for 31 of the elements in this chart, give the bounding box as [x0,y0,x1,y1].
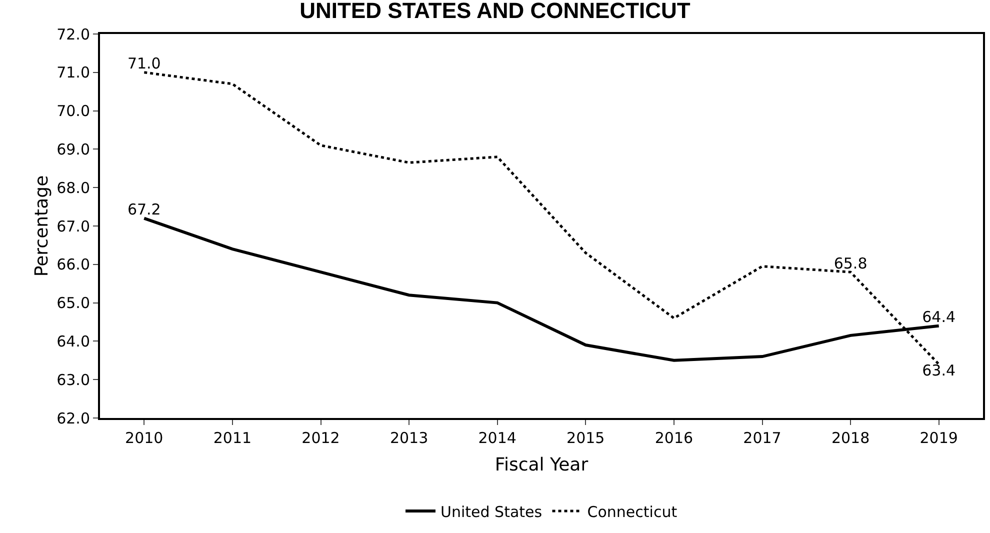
x-tick-label: 2017 [743,429,782,447]
y-axis-title: Percentage [31,175,52,277]
x-tick-label: 2012 [302,429,340,447]
data-label: 64.4 [922,308,956,326]
x-tick-label: 2011 [213,429,252,447]
x-tick-label: 2010 [125,429,164,447]
y-tick-label: 72.0 [56,25,90,44]
legend-label: Connecticut [587,502,678,521]
chart-title: UNITED STATES AND CONNECTICUT [300,0,691,24]
x-tick-label: 2019 [920,429,958,447]
data-label: 65.8 [834,254,868,272]
x-tick-label: 2014 [478,429,516,447]
x-axis-title: Fiscal Year [494,454,589,476]
x-tick-label: 2015 [566,429,605,447]
y-tick-label: 69.0 [56,140,90,158]
y-tick-label: 67.0 [56,217,90,236]
data-label: 67.2 [127,200,161,219]
y-tick-label: 71.0 [56,64,90,82]
y-tick-label: 66.0 [56,256,90,274]
y-tick-label: 62.0 [56,409,90,428]
y-tick-label: 63.0 [56,370,90,389]
y-tick-label: 70.0 [56,102,90,120]
legend-label: United States [440,502,542,521]
x-tick-label: 2013 [390,429,428,447]
data-label: 63.4 [922,361,956,380]
x-tick-label: 2018 [831,429,870,447]
y-tick-label: 64.0 [56,332,90,350]
x-tick-label: 2016 [654,429,694,447]
data-label: 71.0 [127,54,161,73]
y-tick-label: 65.0 [56,294,90,312]
y-tick-label: 68.0 [56,178,90,197]
